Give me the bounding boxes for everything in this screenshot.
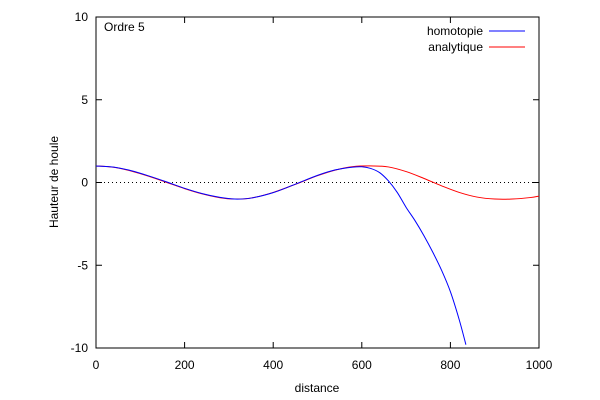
x-tick-label: 600 — [352, 358, 372, 372]
y-axis-label: Hauteur de houle — [47, 136, 61, 228]
legend: homotopie analytique — [427, 24, 525, 54]
x-tick-label: 0 — [93, 358, 100, 372]
axis-ticks: 0 200 400 600 800 1000 10 5 0 -5 -10 — [71, 10, 553, 372]
x-tick-label: 400 — [263, 358, 283, 372]
y-tick-label: -10 — [71, 341, 89, 355]
chart-annotation: Ordre 5 — [104, 20, 145, 34]
x-axis-label: distance — [295, 381, 340, 395]
x-tick-label: 200 — [175, 358, 195, 372]
y-tick-label: -5 — [77, 258, 88, 272]
legend-label-homotopie: homotopie — [427, 24, 483, 38]
x-tick-label: 1000 — [526, 358, 553, 372]
x-tick-label: 800 — [440, 358, 460, 372]
y-tick-label: 0 — [81, 176, 88, 190]
series-lines — [95, 165, 540, 345]
legend-label-analytique: analytique — [428, 40, 483, 54]
y-tick-label: 10 — [75, 10, 89, 24]
series-line-homotopie — [95, 165, 467, 345]
y-tick-label: 5 — [81, 93, 88, 107]
